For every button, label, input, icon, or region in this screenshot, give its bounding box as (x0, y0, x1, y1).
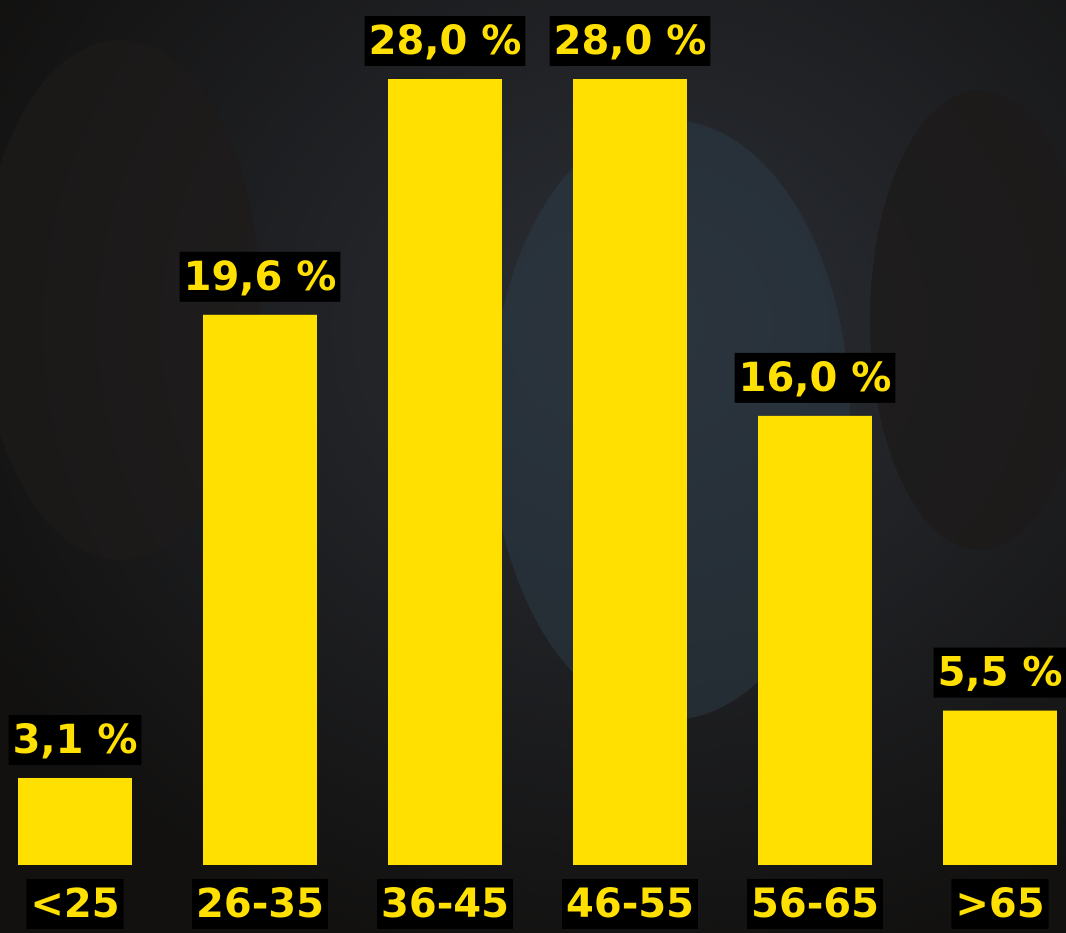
value-label: 28,0 % (554, 18, 707, 64)
x-tick-label: 56-65 (751, 881, 879, 927)
bar (18, 778, 132, 865)
value-label: 28,0 % (369, 18, 522, 64)
bar (203, 315, 317, 865)
bar (758, 416, 872, 865)
bar (943, 711, 1057, 865)
x-tick-label: 36-45 (381, 881, 509, 927)
value-label: 19,6 % (184, 254, 337, 300)
bar (388, 79, 502, 865)
bar (573, 79, 687, 865)
value-label: 5,5 % (938, 650, 1063, 696)
chart: 3,1 % <25 19,6 % 26-35 28,0 % 36-45 28,0 % 46-5… (0, 0, 1066, 933)
x-tick-label: >65 (955, 881, 1044, 927)
x-tick-label: 46-55 (566, 881, 694, 927)
x-tick-label: 26-35 (196, 881, 324, 927)
value-label: 16,0 % (739, 355, 892, 401)
x-tick-label: <25 (30, 881, 119, 927)
value-label: 3,1 % (13, 717, 138, 763)
page: 3,1 % <25 19,6 % 26-35 28,0 % 36-45 28,0 % 46-5… (0, 0, 1066, 933)
